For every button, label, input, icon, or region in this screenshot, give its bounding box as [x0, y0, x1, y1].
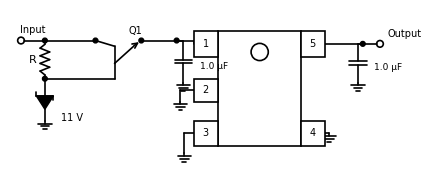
Bar — [194, 79, 218, 102]
Text: Output: Output — [388, 29, 422, 39]
Circle shape — [139, 38, 144, 43]
Text: R: R — [28, 55, 36, 65]
Text: Q1: Q1 — [129, 26, 142, 36]
Circle shape — [174, 38, 179, 43]
Text: 2: 2 — [203, 85, 209, 95]
Text: 4: 4 — [310, 128, 316, 138]
Text: 1.0 μF: 1.0 μF — [374, 63, 402, 72]
Text: Input: Input — [20, 25, 45, 35]
Circle shape — [360, 42, 365, 46]
Bar — [194, 31, 218, 57]
Bar — [218, 31, 301, 145]
Text: 3: 3 — [203, 128, 209, 138]
Bar — [194, 121, 218, 145]
Polygon shape — [36, 96, 53, 109]
Text: 5: 5 — [310, 39, 316, 49]
Bar — [301, 121, 325, 145]
Text: 1.0 μF: 1.0 μF — [200, 62, 228, 71]
Bar — [301, 31, 325, 57]
Text: 11 V: 11 V — [61, 113, 83, 123]
Circle shape — [42, 38, 47, 43]
Text: 1: 1 — [203, 39, 209, 49]
Circle shape — [93, 38, 98, 43]
Circle shape — [42, 76, 47, 81]
